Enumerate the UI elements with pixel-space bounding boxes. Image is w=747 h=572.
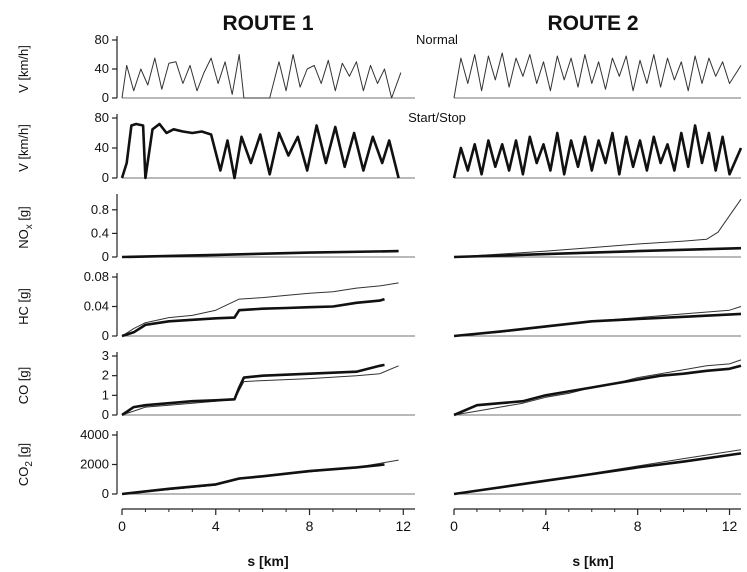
panel-nox: 0 0.4 0.8 NOx [g] bbox=[16, 194, 742, 264]
y-axis-label-nox: NOx [g] bbox=[16, 206, 35, 249]
x-tick-label-route-1-0: 0 bbox=[118, 518, 126, 534]
y-axis-label-co: CO [g] bbox=[16, 367, 31, 405]
x-axis-route-2: 0 4 8 12 bbox=[450, 508, 741, 534]
annotation-speed_startstop: Start/Stop bbox=[408, 110, 466, 125]
y-tick-label-speed_startstop-1: 40 bbox=[95, 140, 109, 155]
y-axis-label-speed_startstop: V [km/h] bbox=[16, 124, 31, 172]
series-co-r1-normal bbox=[121, 365, 399, 416]
series-hc-r1-normal bbox=[121, 282, 399, 337]
series-co-r1-start-stop bbox=[121, 363, 385, 417]
route-1-title: ROUTE 1 bbox=[222, 12, 313, 35]
y-tick-label-hc-2: 0.08 bbox=[84, 269, 109, 284]
series-speed_startstop-r1-start-stop bbox=[120, 122, 400, 180]
x-axis-label-route-2: s [km] bbox=[572, 553, 613, 569]
x-axis-route-1: 0 4 8 12 bbox=[118, 508, 415, 534]
x-axis-label-route-1: s [km] bbox=[247, 553, 288, 569]
y-tick-label-speed_startstop-2: 80 bbox=[95, 110, 109, 125]
series-hc-r2-start-stop bbox=[453, 312, 742, 338]
series-speed_startstop-r2-start-stop bbox=[452, 124, 743, 179]
y-axis-label-co2: CO2 [g] bbox=[16, 443, 35, 486]
y-tick-label-co2-0: 0 bbox=[102, 486, 109, 501]
y-tick-label-co-0: 0 bbox=[102, 407, 109, 422]
panel-speed_normal: 0 40 80 V [km/h] Normal bbox=[16, 32, 742, 105]
x-tick-label-route-2-2: 8 bbox=[634, 518, 642, 534]
x-tick-label-route-1-2: 8 bbox=[306, 518, 314, 534]
y-tick-label-co-2: 2 bbox=[102, 368, 109, 383]
y-axis-label-hc: HC [g] bbox=[16, 288, 31, 325]
series-speed_normal-r2-normal bbox=[453, 52, 742, 99]
y-tick-label-nox-2: 0.8 bbox=[91, 202, 109, 217]
y-tick-label-speed_normal-1: 40 bbox=[95, 61, 109, 76]
x-tick-label-route-1-3: 12 bbox=[395, 518, 411, 534]
y-tick-label-hc-1: 0.04 bbox=[84, 299, 109, 314]
series-co-r2-start-stop bbox=[453, 364, 742, 417]
series-speed_normal-r1-normal bbox=[121, 54, 402, 99]
route-2-title: ROUTE 2 bbox=[547, 12, 638, 35]
x-tick-label-route-1-1: 4 bbox=[212, 518, 220, 534]
series-nox-r2-start-stop bbox=[453, 246, 742, 259]
series-co2-r1-start-stop bbox=[121, 463, 385, 496]
y-tick-label-speed_normal-2: 80 bbox=[95, 32, 109, 47]
x-tick-label-route-2-0: 0 bbox=[450, 518, 458, 534]
series-nox-r1-start-stop bbox=[121, 249, 399, 259]
y-tick-label-speed_startstop-0: 0 bbox=[102, 170, 109, 185]
y-tick-label-nox-0: 0 bbox=[102, 249, 109, 264]
y-tick-label-speed_normal-0: 0 bbox=[102, 90, 109, 105]
panel-hc: 0 0.04 0.08 HC [g] bbox=[16, 269, 742, 343]
panel-speed_startstop: 0 40 80 V [km/h] Start/Stop bbox=[16, 110, 743, 185]
annotation-speed_normal: Normal bbox=[416, 32, 458, 47]
y-tick-label-co-3: 3 bbox=[102, 348, 109, 363]
panel-co: 0 1 2 3 CO [g] bbox=[16, 348, 742, 422]
series-hc-r1-start-stop bbox=[121, 297, 385, 338]
y-tick-label-co2-1: 2000 bbox=[80, 457, 109, 472]
x-tick-label-route-2-1: 4 bbox=[542, 518, 550, 534]
series-co2-r2-start-stop bbox=[453, 452, 742, 496]
x-tick-label-route-2-3: 12 bbox=[722, 518, 738, 534]
y-tick-label-co-1: 1 bbox=[102, 387, 109, 402]
y-tick-label-hc-0: 0 bbox=[102, 328, 109, 343]
y-tick-label-nox-1: 0.4 bbox=[91, 225, 109, 240]
panel-co2: 0 2000 4000 CO2 [g] bbox=[16, 427, 742, 501]
y-axis-label-speed_normal: V [km/h] bbox=[16, 45, 31, 93]
series-nox-r2-normal bbox=[453, 198, 742, 258]
y-tick-label-co2-2: 4000 bbox=[80, 427, 109, 442]
